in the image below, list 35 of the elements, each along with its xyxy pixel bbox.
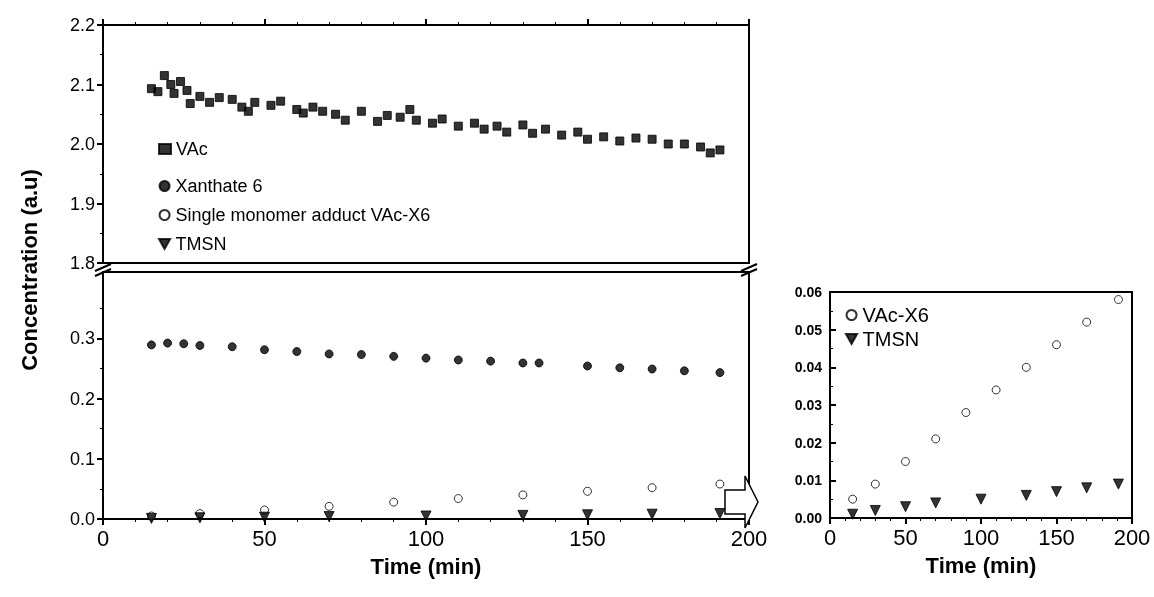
y-tick-label: 0.02 — [794, 434, 823, 451]
y-tick-label: 2.2 — [69, 15, 95, 35]
x-tick-label: 200 — [1113, 524, 1151, 550]
y-tick-label: 2.1 — [69, 74, 95, 95]
x-axis-title: Time (min) — [370, 553, 482, 579]
x-tick-label: 50 — [893, 524, 918, 550]
x-tick-label: 50 — [252, 525, 277, 551]
y-tick-label: 0.00 — [794, 510, 823, 526]
x-tick-label: 100 — [407, 525, 445, 551]
legend-label: VAc-X6 — [862, 304, 929, 326]
x-tick-label: 0 — [823, 524, 837, 550]
y-tick-label: 0.0 — [69, 509, 95, 529]
x-axis-title: Time (min) — [925, 552, 1037, 578]
legend-label: Xanthate 6 — [175, 176, 263, 196]
y-tick-label: 1.8 — [69, 253, 95, 273]
y-tick-label: 1.9 — [69, 193, 95, 214]
y-tick-label: 0.05 — [794, 321, 823, 338]
legend-label: VAc — [176, 139, 208, 159]
x-tick-label: 150 — [1038, 524, 1075, 550]
x-tick-label: 150 — [569, 525, 606, 551]
y-tick-label: 0.01 — [794, 472, 823, 489]
legend-label: TMSN — [175, 234, 227, 254]
x-tick-label: 200 — [730, 525, 768, 551]
y-tick-label: 0.06 — [794, 284, 823, 300]
y-tick-label: 0.2 — [69, 388, 95, 409]
legend-label: TMSN — [862, 328, 920, 350]
y-tick-label: 0.1 — [69, 448, 95, 469]
x-tick-label: 0 — [96, 525, 110, 551]
y-tick-label: 0.3 — [69, 328, 95, 349]
y-tick-label: 2.0 — [69, 134, 95, 154]
y-tick-label: 0.04 — [794, 359, 823, 376]
y-tick-label: 0.03 — [794, 397, 823, 413]
x-tick-label: 100 — [962, 524, 1000, 550]
legend-label: Single monomer adduct VAc-X6 — [175, 205, 431, 225]
y-axis-title: Concentration (a.u) — [17, 169, 43, 371]
